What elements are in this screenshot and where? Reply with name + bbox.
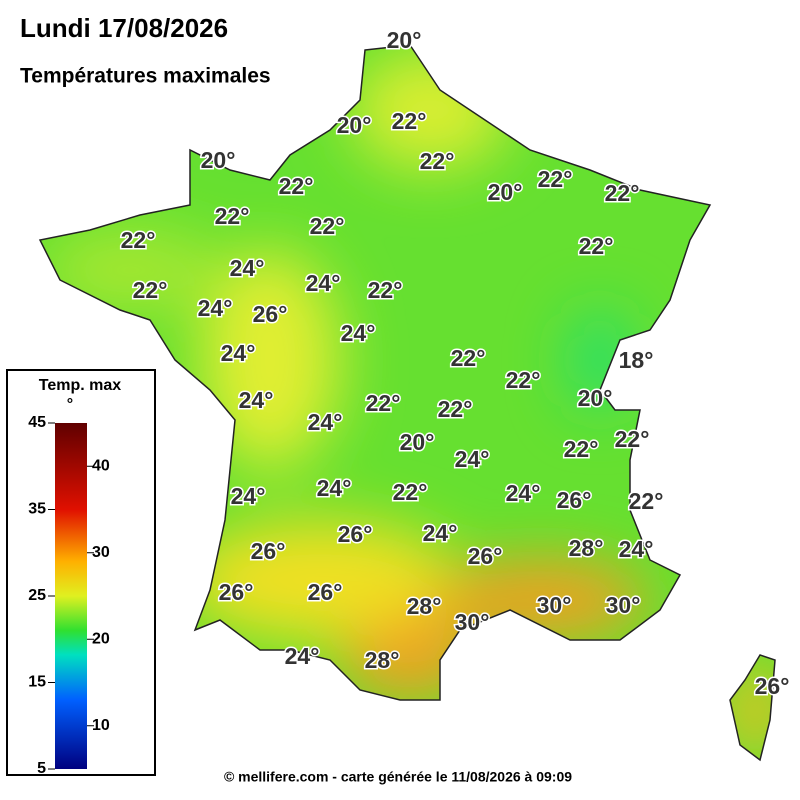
temp-label: 24°	[317, 475, 352, 501]
temp-label: 22°	[564, 436, 599, 462]
temp-label: 22°	[451, 345, 486, 371]
temp-label: 26°	[253, 301, 288, 327]
temp-label: 24°	[239, 387, 274, 413]
temp-label: 28°	[365, 647, 400, 673]
temp-label: 20°	[387, 27, 422, 53]
tick-label: 10	[92, 717, 110, 734]
tick-label: 5	[37, 760, 46, 777]
tick-label: 25	[28, 587, 46, 604]
temp-label: 22°	[506, 367, 541, 393]
temp-label: 20°	[488, 179, 523, 205]
border	[38, 44, 776, 762]
temp-label: 24°	[221, 340, 256, 366]
temp-label: 24°	[231, 483, 266, 509]
temp-label: 22°	[629, 488, 664, 514]
temp-label: 18°	[619, 347, 654, 373]
temp-label: 24°	[506, 480, 541, 506]
temp-label: 22°	[133, 277, 168, 303]
subtitle: Températures maximales	[20, 65, 271, 88]
temp-label: 26°	[219, 579, 254, 605]
temp-label: 24°	[230, 255, 265, 281]
temp-label: 24°	[308, 409, 343, 435]
temp-label: 22°	[215, 203, 250, 229]
temp-label: 22°	[121, 227, 156, 253]
footer: © mellifere.com - carte générée le 11/08…	[224, 769, 572, 785]
tick-label: 35	[28, 501, 46, 518]
title: Lundi 17/08/2026	[20, 13, 228, 43]
temp-label: 24°	[455, 446, 490, 472]
temp-label: 22°	[579, 233, 614, 259]
temp-label: 24°	[341, 320, 376, 346]
temp-label: 26°	[468, 543, 503, 569]
temp-label: 28°	[407, 593, 442, 619]
temp-label: 22°	[368, 277, 403, 303]
temp-label: 22°	[538, 166, 573, 192]
temp-label: 22°	[605, 180, 640, 206]
color-bar	[55, 423, 87, 769]
temp-label: 20°	[578, 385, 613, 411]
temp-label: 22°	[393, 479, 428, 505]
legend-ticks: 5 15 25 35 45 10 20 30 40	[28, 414, 110, 777]
temp-label: 30°	[455, 609, 490, 635]
temp-label: 22°	[420, 148, 455, 174]
temp-label: 22°	[438, 396, 473, 422]
temp-label: 24°	[619, 536, 654, 562]
temp-label: 22°	[279, 173, 314, 199]
temp-label: 26°	[338, 521, 373, 547]
temp-label: 22°	[392, 108, 427, 134]
temp-label: 20°	[201, 147, 236, 173]
temp-label: 26°	[251, 538, 286, 564]
temp-label: 26°	[308, 579, 343, 605]
temp-label: 22°	[615, 426, 650, 452]
tick-label: 40	[92, 457, 110, 474]
temp-label: 30°	[606, 592, 641, 618]
tick-label: 15	[28, 674, 46, 691]
temp-label: 22°	[366, 390, 401, 416]
temp-label: 24°	[423, 520, 458, 546]
legend-title: Temp. max	[39, 377, 122, 394]
temp-label: 22°	[310, 213, 345, 239]
temp-label: 28°	[569, 535, 604, 561]
temp-label: 26°	[755, 673, 790, 699]
tick-label: 20	[92, 630, 110, 647]
temp-label: 26°	[557, 487, 592, 513]
tick-label: 30	[92, 544, 110, 561]
temp-label: 24°	[285, 643, 320, 669]
tick-label: 45	[28, 414, 46, 431]
temp-label: 20°	[337, 112, 372, 138]
legend-unit: °	[67, 396, 73, 413]
temp-label: 24°	[198, 295, 233, 321]
map-labels: 20°20° 22°20° 22°22° 20° 22°22°22° 22°22° 22°2…	[119, 26, 791, 701]
temp-label: 30°	[537, 592, 572, 618]
temp-label: 24°	[306, 270, 341, 296]
temp-label: 20°	[400, 429, 435, 455]
